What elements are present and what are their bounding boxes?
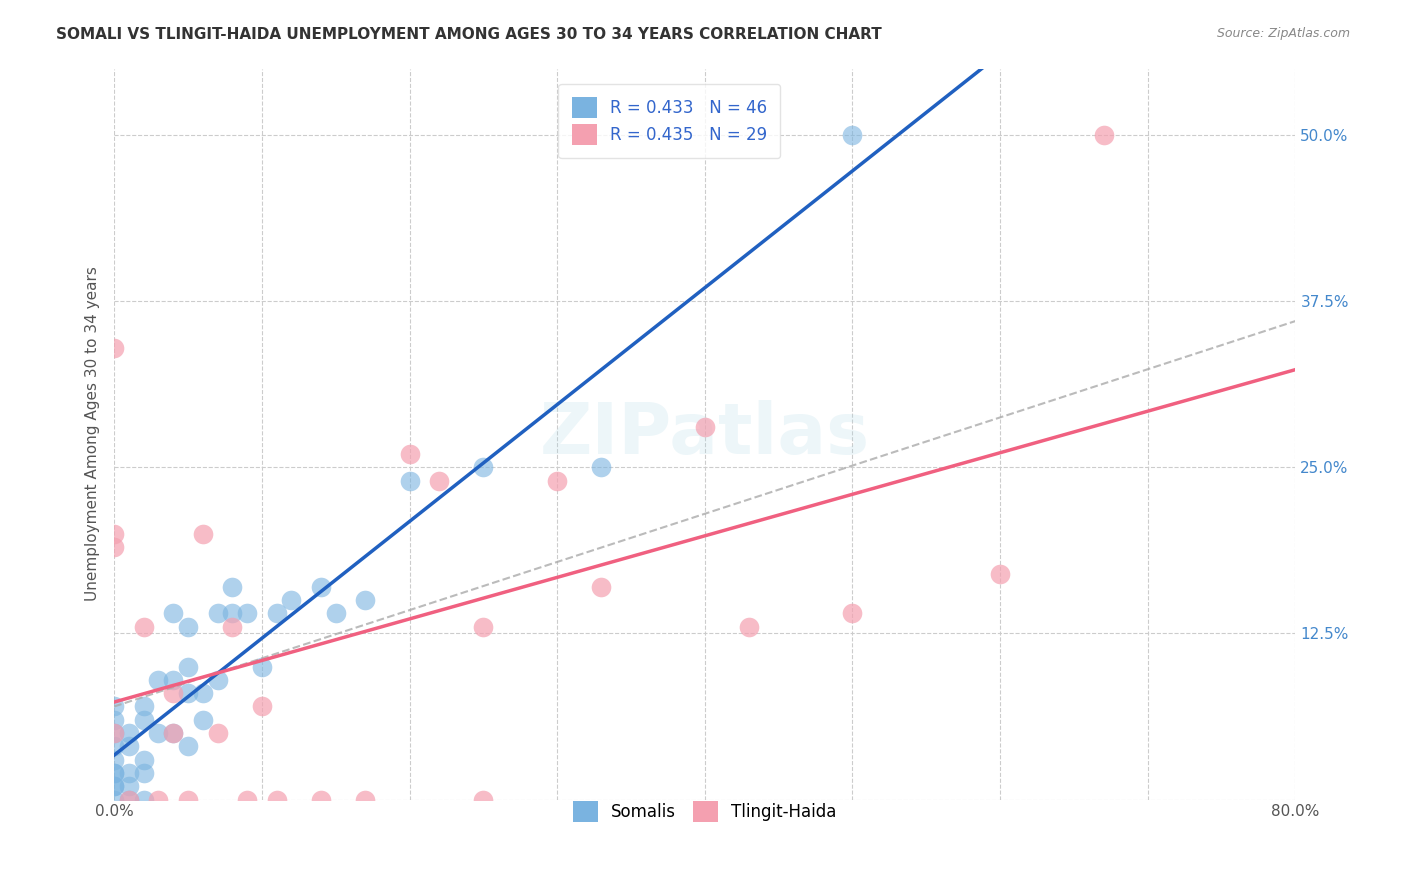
Point [162,673,184,687]
Point [398,447,420,461]
Point [148,792,170,806]
Point [162,726,184,740]
Point [103,766,125,780]
Point [546,474,568,488]
Point [472,792,495,806]
Point [221,580,243,594]
Text: ZIPatlas: ZIPatlas [540,400,870,468]
Point [118,739,141,754]
Point [132,713,155,727]
Point [103,739,125,754]
Point [177,739,200,754]
Point [472,620,495,634]
Point [191,713,214,727]
Point [207,673,229,687]
Legend: Somalis, Tlingit-Haida: Somalis, Tlingit-Haida [560,788,851,835]
Point [177,620,200,634]
Point [177,659,200,673]
Point [207,607,229,621]
Point [103,779,125,793]
Point [103,792,125,806]
Point [118,726,141,740]
Point [162,686,184,700]
Point [398,474,420,488]
Point [280,593,302,607]
Point [103,726,125,740]
Point [103,766,125,780]
Point [841,607,863,621]
Point [266,792,288,806]
Point [472,460,495,475]
Point [207,726,229,740]
Point [118,792,141,806]
Point [354,792,377,806]
Point [148,726,170,740]
Point [250,659,273,673]
Point [132,792,155,806]
Point [236,792,259,806]
Point [177,792,200,806]
Point [103,713,125,727]
Point [191,526,214,541]
Point [148,673,170,687]
Point [988,566,1011,581]
Point [118,779,141,793]
Text: SOMALI VS TLINGIT-HAIDA UNEMPLOYMENT AMONG AGES 30 TO 34 YEARS CORRELATION CHART: SOMALI VS TLINGIT-HAIDA UNEMPLOYMENT AMO… [56,27,882,42]
Point [132,699,155,714]
Point [309,580,332,594]
Point [221,620,243,634]
Point [1092,128,1115,142]
Point [250,699,273,714]
Point [118,766,141,780]
Y-axis label: Unemployment Among Ages 30 to 34 years: Unemployment Among Ages 30 to 34 years [86,267,100,601]
Point [103,753,125,767]
Point [266,607,288,621]
Point [118,792,141,806]
Point [191,686,214,700]
Point [162,726,184,740]
Text: Source: ZipAtlas.com: Source: ZipAtlas.com [1216,27,1350,40]
Point [591,580,613,594]
Point [103,699,125,714]
Point [103,341,125,355]
Point [221,607,243,621]
Point [841,128,863,142]
Point [693,420,716,434]
Point [236,607,259,621]
Point [325,607,347,621]
Point [162,607,184,621]
Point [738,620,761,634]
Point [132,620,155,634]
Point [591,460,613,475]
Point [103,726,125,740]
Point [132,753,155,767]
Point [103,526,125,541]
Point [354,593,377,607]
Point [103,779,125,793]
Point [177,686,200,700]
Point [309,792,332,806]
Point [132,766,155,780]
Point [103,540,125,554]
Point [427,474,450,488]
